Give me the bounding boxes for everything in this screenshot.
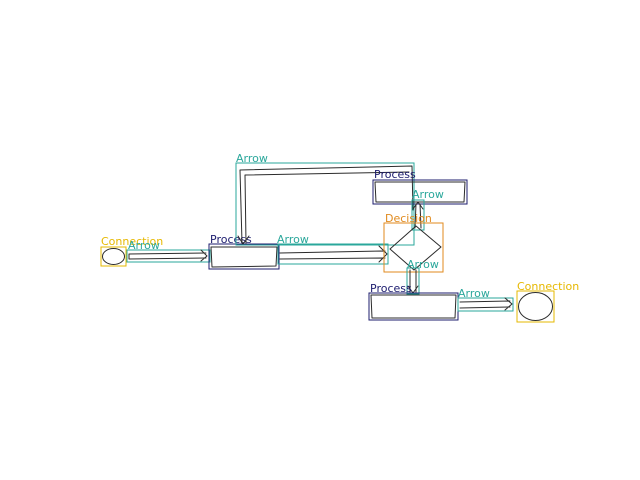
arrow-process-to-decision-line (279, 245, 388, 263)
arrow-connection-to-process-line (128, 249, 208, 262)
connection-left-node[interactable]: Connection (100, 235, 163, 267)
connection-right-box (516, 290, 555, 323)
arrow-process-to-connection-label: Arrow (458, 287, 490, 300)
arrow-loop-top-line (237, 165, 414, 245)
process-top-label: Process (374, 168, 416, 181)
arrow-decision-to-process-bottom[interactable]: Arrow (406, 258, 439, 295)
process-bottom-node[interactable]: Process (368, 282, 459, 321)
arrow-decision-to-process-bottom-box (406, 267, 420, 295)
arrow-process-to-decision-label: Arrow (277, 233, 309, 246)
arrow-process-to-connection[interactable]: Arrow (457, 287, 514, 312)
process-top-node[interactable]: Process (372, 168, 468, 205)
connection-right-node[interactable]: Connection (516, 280, 579, 323)
process-left-node[interactable]: Process (208, 233, 280, 270)
arrow-decision-to-process-top-box (411, 199, 425, 231)
arrow-loop-top-label: Arrow (236, 152, 268, 165)
process-bottom-box (368, 292, 459, 321)
arrow-process-to-decision-box (277, 243, 389, 265)
arrow-process-to-connection-box (457, 297, 514, 312)
arrow-process-to-decision[interactable]: Arrow (277, 233, 389, 265)
arrow-process-to-connection-line (459, 297, 513, 311)
arrow-decision-to-process-top-line (412, 201, 424, 229)
arrow-loop-top[interactable]: Arrow (235, 152, 415, 246)
connection-right-label: Connection (517, 280, 579, 293)
arrow-decision-to-process-bottom-label: Arrow (407, 258, 439, 271)
connection-left-label: Connection (101, 235, 163, 248)
connection-right-shape (518, 292, 553, 321)
process-top-shape (374, 181, 466, 203)
connection-left-shape (102, 248, 125, 265)
decision-box (383, 222, 444, 273)
decision-node[interactable]: Decision (383, 212, 444, 273)
process-left-shape (210, 246, 278, 268)
process-bottom-label: Process (370, 282, 412, 295)
decision-label: Decision (385, 212, 432, 225)
process-bottom-shape (370, 294, 457, 319)
connection-left-box (100, 246, 127, 267)
arrow-connection-to-process-label: Arrow (128, 239, 160, 252)
process-left-box (208, 243, 280, 270)
decision-shape (389, 225, 442, 271)
arrow-decision-to-process-top-label: Arrow (412, 188, 444, 201)
arrow-connection-to-process-box (126, 249, 211, 263)
arrow-connection-to-process[interactable]: Arrow (126, 239, 211, 263)
arrow-decision-to-process-top[interactable]: Arrow (411, 188, 444, 231)
